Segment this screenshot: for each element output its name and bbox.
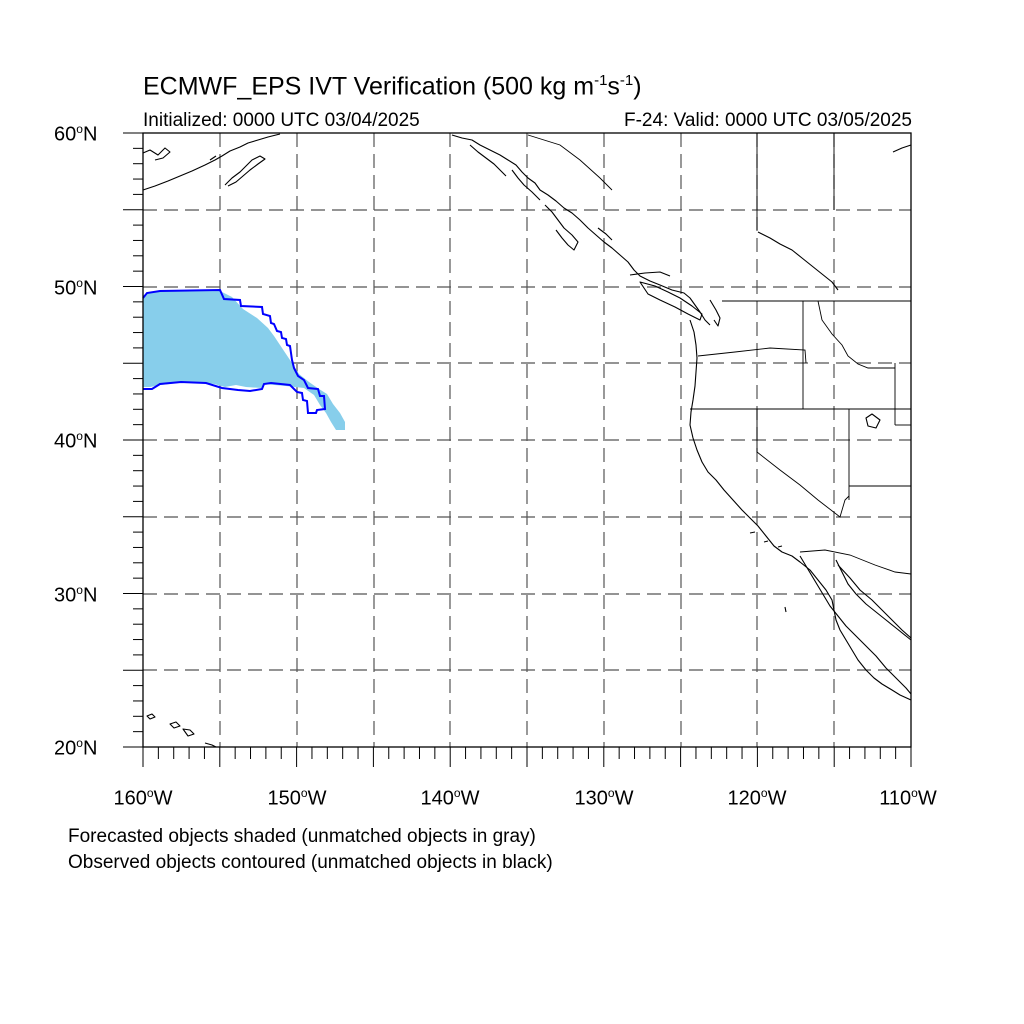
tick-marks <box>123 132 912 767</box>
lon-label-150w: 150oW <box>267 786 327 810</box>
observed-ivt-contour <box>142 288 327 414</box>
legend-observed-note: Observed objects contoured (unmatched ob… <box>68 852 553 873</box>
lon-label-140w: 140oW <box>420 786 480 810</box>
lon-label-130w: 130oW <box>574 786 634 810</box>
lat-label-50n: 50oN <box>54 276 98 300</box>
forecast-ivt-object <box>143 291 345 430</box>
political-borders <box>527 133 912 575</box>
legend-forecast-note: Forecasted objects shaded (unmatched obj… <box>68 826 536 847</box>
lat-label-20n: 20oN <box>54 736 98 760</box>
lat-label-30n: 30oN <box>54 583 98 607</box>
lat-label-40n: 40oN <box>54 429 98 453</box>
lat-label-60n: 60oN <box>54 122 98 146</box>
lon-label-160w: 160oW <box>113 786 173 810</box>
gridlines <box>143 133 911 747</box>
lon-label-120w: 120oW <box>727 786 787 810</box>
valid-time-label: F-24: Valid: 0000 UTC 03/05/2025 <box>624 110 912 131</box>
init-time-label: Initialized: 0000 UTC 03/04/2025 <box>143 110 420 131</box>
lon-label-110w: 110oW <box>879 786 937 810</box>
map-title: ECMWF_EPS IVT Verification (500 kg m-1s-… <box>143 72 642 101</box>
coastlines <box>142 133 912 748</box>
